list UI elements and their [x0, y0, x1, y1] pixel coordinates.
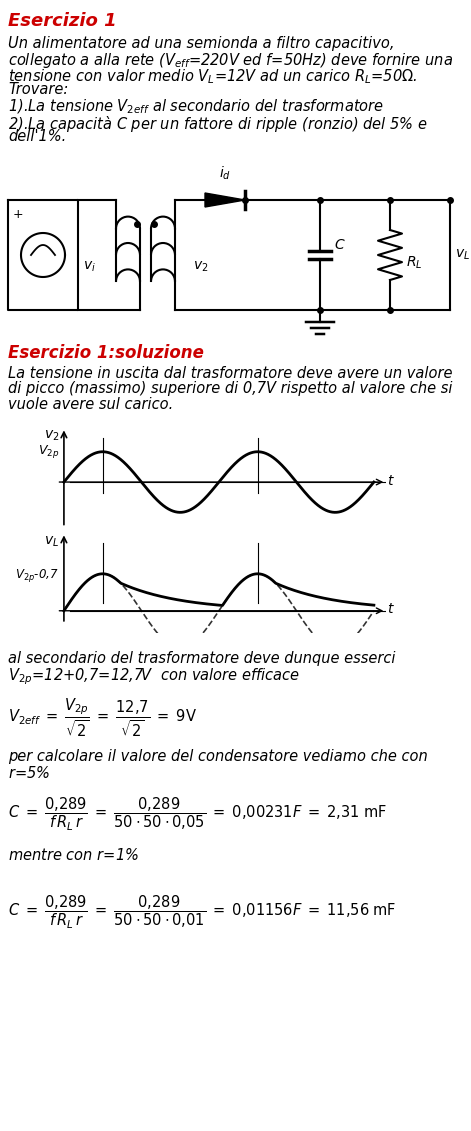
Text: $t$: $t$	[388, 474, 395, 487]
Text: Esercizio 1:soluzione: Esercizio 1:soluzione	[8, 344, 204, 362]
Text: $R_L$: $R_L$	[406, 254, 422, 271]
Text: $r$=5%: $r$=5%	[8, 765, 50, 780]
Text: 2).La capacità $C$ per un fattore di ripple (ronzio) del 5% e: 2).La capacità $C$ per un fattore di rip…	[8, 113, 428, 133]
Text: per calcolare il valore del condensatore vediamo che con: per calcolare il valore del condensatore…	[8, 749, 428, 765]
Text: collegato a alla rete ($V_{eff}$=220V ed $f$=50Hz) deve fornire una: collegato a alla rete ($V_{eff}$=220V ed…	[8, 52, 453, 70]
Text: $i_d$: $i_d$	[219, 165, 231, 182]
Text: $v_L$: $v_L$	[44, 535, 59, 549]
Text: mentre con $r$=1%: mentre con $r$=1%	[8, 847, 139, 863]
Text: al secondario del trasformatore deve dunque esserci: al secondario del trasformatore deve dun…	[8, 650, 396, 665]
Text: Trovare:: Trovare:	[8, 83, 68, 97]
Text: vuole avere sul carico.: vuole avere sul carico.	[8, 397, 173, 412]
Text: tensione con valor medio $V_L$=12V ad un carico $R_L$=50$\Omega$.: tensione con valor medio $V_L$=12V ad un…	[8, 67, 417, 86]
Text: $C$: $C$	[334, 238, 346, 252]
Text: $v_2$: $v_2$	[43, 429, 59, 443]
Text: La tensione in uscita dal trasformatore deve avere un valore: La tensione in uscita dal trasformatore …	[8, 366, 453, 381]
Text: $C\;=\;\dfrac{0{,}289}{f\,R_L\,r}\;=\;\dfrac{0{,}289}{50\cdot 50\cdot 0{,}01}\;=: $C\;=\;\dfrac{0{,}289}{f\,R_L\,r}\;=\;\d…	[8, 893, 396, 931]
Text: $V_{2p}$: $V_{2p}$	[38, 443, 59, 460]
Text: $V_{2eff}\;=\;\dfrac{V_{2p}}{\sqrt{2}}\;=\;\dfrac{12{,}7}{\sqrt{2}}\;=\;9\mathrm: $V_{2eff}\;=\;\dfrac{V_{2p}}{\sqrt{2}}\;…	[8, 697, 197, 740]
Text: di picco (massimo) superiore di 0,7V rispetto al valore che si: di picco (massimo) superiore di 0,7V ris…	[8, 381, 453, 397]
Text: Un alimentatore ad una semionda a filtro capacitivo,: Un alimentatore ad una semionda a filtro…	[8, 36, 395, 51]
Text: $C\;=\;\dfrac{0{,}289}{f\,R_L\,r}\;=\;\dfrac{0{,}289}{50\cdot 50\cdot 0{,}05}\;=: $C\;=\;\dfrac{0{,}289}{f\,R_L\,r}\;=\;\d…	[8, 795, 387, 832]
Text: $V_{2p}$-0,7: $V_{2p}$-0,7	[16, 567, 59, 584]
Text: Esercizio 1: Esercizio 1	[8, 12, 117, 31]
Text: $v_i$: $v_i$	[83, 260, 96, 275]
Text: $V_{2p}$=12+0,7=12,7V  con valore efficace: $V_{2p}$=12+0,7=12,7V con valore efficac…	[8, 666, 300, 687]
Text: $v_L$: $v_L$	[455, 248, 470, 262]
Text: $v_2$: $v_2$	[193, 260, 209, 275]
Text: dell'1%.: dell'1%.	[8, 129, 66, 144]
Text: $t$: $t$	[388, 602, 395, 615]
Polygon shape	[205, 193, 245, 207]
Text: 1).La tensione $V_{2eff}$ al secondario del trasformatore: 1).La tensione $V_{2eff}$ al secondario …	[8, 98, 384, 116]
Text: +: +	[13, 208, 24, 221]
